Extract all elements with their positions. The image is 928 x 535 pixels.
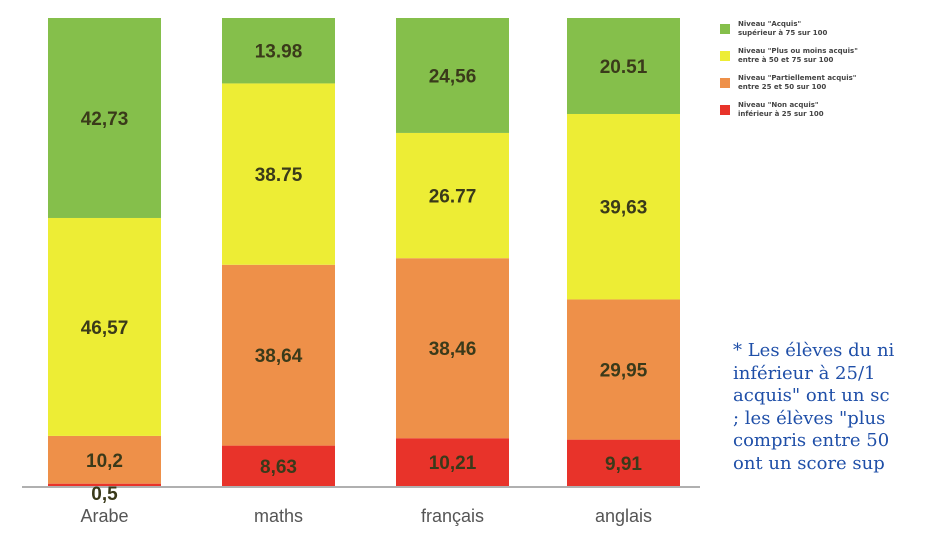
legend-item-partiellement-acquis: Niveau "Partiellement acquis" entre 25 e… xyxy=(720,74,925,92)
data-label: 20.51 xyxy=(600,57,648,78)
bar-segment xyxy=(48,18,161,218)
legend-swatch-partiellement-acquis xyxy=(720,78,730,88)
data-label: 29,95 xyxy=(600,361,648,382)
footnote-text: * Les élèves du ni inférieur à 25/1 acqu… xyxy=(733,340,928,530)
data-label: 38,46 xyxy=(429,339,477,360)
legend-swatch-non-acquis xyxy=(720,105,730,115)
bar-segment xyxy=(222,18,335,84)
x-tick-label: maths xyxy=(254,506,303,526)
data-label: 10,21 xyxy=(429,453,477,474)
legend-label-non-acquis: Niveau "Non acquis" inférieur à 25 sur 1… xyxy=(738,101,824,118)
data-label: 42,73 xyxy=(81,109,129,130)
data-label: 39,63 xyxy=(600,198,648,219)
footnote-line: acquis" ont un sc xyxy=(733,385,890,406)
legend: Niveau "Acquis" supérieur à 75 sur 100 N… xyxy=(720,20,925,128)
legend-item-plus-ou-moins-acquis: Niveau "Plus ou moins acquis" entre à 50… xyxy=(720,47,925,65)
bar-segment xyxy=(48,435,161,484)
footnote-line: compris entre 50 xyxy=(733,430,890,451)
bar-segment xyxy=(222,264,335,446)
bar-segment xyxy=(396,132,509,259)
bar-segment xyxy=(222,83,335,265)
x-tick-label: anglais xyxy=(595,506,652,526)
bar-segment xyxy=(567,299,680,440)
data-label: 8,63 xyxy=(260,457,297,478)
data-label: 26.77 xyxy=(429,187,477,208)
legend-item-acquis: Niveau "Acquis" supérieur à 75 sur 100 xyxy=(720,20,925,38)
bar-segment xyxy=(222,445,335,486)
footnote-line: ; les élèves "plus xyxy=(733,407,886,429)
data-label: 10,2 xyxy=(86,451,123,472)
bar-segment xyxy=(48,483,161,486)
legend-label-partiellement-acquis: Niveau "Partiellement acquis" entre 25 e… xyxy=(738,74,857,91)
legend-item-non-acquis: Niveau "Non acquis" inférieur à 25 sur 1… xyxy=(720,101,925,119)
data-label: 0,5 xyxy=(91,484,118,505)
x-tick-label: français xyxy=(421,506,484,526)
bar-segment xyxy=(567,439,680,486)
legend-label-plus-ou-moins-acquis: Niveau "Plus ou moins acquis" entre à 50… xyxy=(738,47,858,64)
data-label: 38,64 xyxy=(255,346,303,367)
legend-label-acquis: Niveau "Acquis" supérieur à 75 sur 100 xyxy=(738,20,828,37)
bar-segment xyxy=(396,18,509,133)
bar-segment xyxy=(567,113,680,300)
x-tick-label: Arabe xyxy=(80,506,128,526)
bar-segment xyxy=(396,258,509,439)
footnote-line: inférieur à 25/1 xyxy=(733,362,876,384)
footnote-line: ont un score sup xyxy=(733,452,885,474)
data-label: 13.98 xyxy=(255,42,303,63)
data-label: 24,56 xyxy=(429,66,477,87)
bar-segment xyxy=(396,438,509,486)
bar-segment xyxy=(48,217,161,436)
bar-segment xyxy=(567,18,680,114)
footnote-line: * Les élèves du ni xyxy=(733,340,895,361)
legend-swatch-acquis xyxy=(720,24,730,34)
data-label: 46,57 xyxy=(81,318,129,339)
data-label: 9,91 xyxy=(605,454,642,475)
legend-swatch-plus-ou-moins-acquis xyxy=(720,51,730,61)
data-label: 38.75 xyxy=(255,165,303,186)
